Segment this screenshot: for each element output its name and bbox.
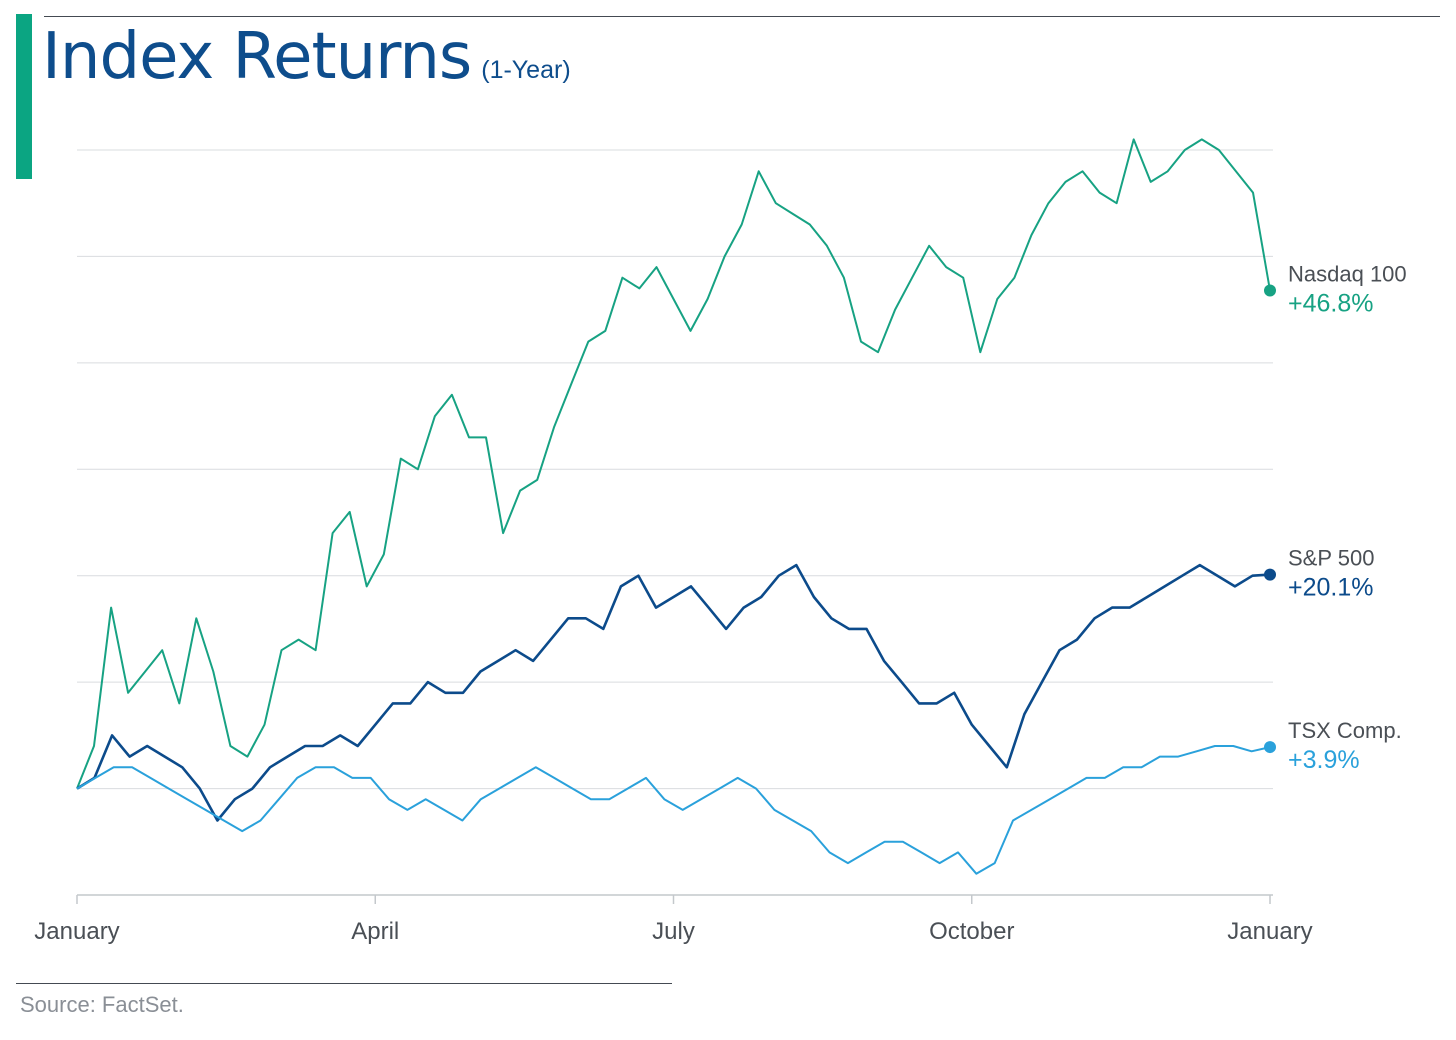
series-value-label: +46.8% <box>1288 289 1374 317</box>
x-tick-label: January <box>34 918 119 945</box>
end-marker-nasdaq-100 <box>1264 284 1276 297</box>
gridlines <box>77 149 1273 790</box>
series-name-label: TSX Comp. <box>1288 718 1402 743</box>
top-rule <box>44 16 1440 17</box>
end-marker-tsx-comp <box>1264 741 1276 754</box>
x-tick-label: January <box>1227 918 1312 945</box>
series-lines <box>76 138 1271 875</box>
title-accent-bar <box>16 14 32 179</box>
x-tick-label: October <box>929 918 1014 945</box>
chart-title: Index Returns <box>42 20 472 94</box>
source-note: Source: FactSet. <box>20 992 184 1017</box>
series-name-label: S&P 500 <box>1288 546 1374 571</box>
x-tick-label: April <box>351 918 399 945</box>
x-tick-label: July <box>652 918 695 945</box>
series-value-label: +3.9% <box>1288 746 1360 774</box>
series-line-nasdaq-100 <box>76 138 1271 789</box>
series-value-label: +20.1% <box>1288 574 1374 602</box>
end-marker-s-p-500 <box>1264 568 1276 581</box>
chart-subtitle: (1-Year) <box>481 56 571 84</box>
title-block: Index Returns (1-Year) <box>42 20 571 94</box>
series-line-s-p-500 <box>76 563 1271 822</box>
series-name-label: Nasdaq 100 <box>1288 261 1407 286</box>
x-axis: January April July October January <box>34 894 1313 945</box>
footer-rule <box>16 983 672 984</box>
series-end-labels: Nasdaq 100 +46.8% S&P 500 +20.1% TSX Comp. +3… <box>1264 261 1407 774</box>
series-line-tsx-comp <box>76 745 1271 875</box>
